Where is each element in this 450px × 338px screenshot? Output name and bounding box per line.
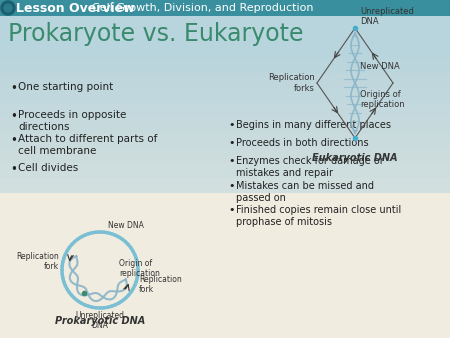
FancyBboxPatch shape — [0, 238, 450, 253]
Text: Origin of
replication: Origin of replication — [119, 259, 160, 278]
Text: Eukaryotic DNA: Eukaryotic DNA — [312, 153, 398, 163]
FancyBboxPatch shape — [0, 178, 450, 193]
FancyBboxPatch shape — [0, 163, 450, 178]
FancyBboxPatch shape — [0, 193, 450, 338]
Text: •: • — [228, 120, 234, 130]
Text: Attach to different parts of
cell membrane: Attach to different parts of cell membra… — [18, 134, 158, 155]
FancyBboxPatch shape — [0, 133, 450, 148]
FancyBboxPatch shape — [0, 313, 450, 328]
Text: New DNA: New DNA — [360, 62, 400, 71]
Text: Unreplicated
DNA: Unreplicated DNA — [76, 311, 125, 331]
Text: Proceeds in opposite
directions: Proceeds in opposite directions — [18, 110, 126, 131]
Text: •: • — [228, 138, 234, 148]
FancyBboxPatch shape — [0, 118, 450, 133]
Text: Replication
fork: Replication fork — [16, 252, 59, 271]
Text: Begins in many different places: Begins in many different places — [236, 120, 391, 130]
FancyBboxPatch shape — [0, 283, 450, 298]
Circle shape — [1, 1, 15, 15]
FancyBboxPatch shape — [0, 328, 450, 338]
Text: Prokaryote vs. Eukaryote: Prokaryote vs. Eukaryote — [8, 22, 303, 46]
Text: •: • — [228, 156, 234, 166]
FancyBboxPatch shape — [0, 268, 450, 283]
FancyBboxPatch shape — [0, 298, 450, 313]
FancyBboxPatch shape — [0, 0, 450, 43]
Text: Unreplicated
DNA: Unreplicated DNA — [360, 7, 414, 26]
Text: Finished copies remain close until
prophase of mitosis: Finished copies remain close until proph… — [236, 205, 401, 226]
Text: Cell Growth, Division, and Reproduction: Cell Growth, Division, and Reproduction — [92, 3, 314, 13]
FancyBboxPatch shape — [0, 253, 450, 268]
FancyBboxPatch shape — [0, 73, 450, 88]
FancyBboxPatch shape — [0, 193, 450, 208]
Text: •: • — [10, 82, 17, 95]
Text: •: • — [228, 205, 234, 215]
Text: Enzymes check for damage or
mistakes and repair: Enzymes check for damage or mistakes and… — [236, 156, 384, 177]
Circle shape — [4, 4, 12, 12]
Text: Cell divides: Cell divides — [18, 163, 78, 173]
Text: Proceeds in both directions: Proceeds in both directions — [236, 138, 369, 148]
Text: Mistakes can be missed and
passed on: Mistakes can be missed and passed on — [236, 181, 374, 202]
FancyBboxPatch shape — [0, 208, 450, 223]
Text: •: • — [10, 163, 17, 176]
FancyBboxPatch shape — [0, 223, 450, 238]
Text: Replication
fork: Replication fork — [139, 275, 182, 294]
FancyBboxPatch shape — [0, 0, 450, 16]
Text: Replication
forks: Replication forks — [268, 73, 315, 93]
Text: New DNA: New DNA — [108, 221, 144, 230]
Text: •: • — [10, 110, 17, 123]
Text: •: • — [10, 134, 17, 147]
FancyBboxPatch shape — [0, 88, 450, 103]
Text: One starting point: One starting point — [18, 82, 113, 92]
Text: Lesson Overview: Lesson Overview — [16, 1, 135, 15]
Text: Prokaryotic DNA: Prokaryotic DNA — [55, 316, 145, 326]
Text: •: • — [228, 181, 234, 191]
FancyBboxPatch shape — [0, 103, 450, 118]
FancyBboxPatch shape — [0, 148, 450, 163]
Text: Origins of
replication: Origins of replication — [360, 90, 405, 109]
FancyBboxPatch shape — [0, 58, 450, 73]
FancyBboxPatch shape — [0, 43, 450, 58]
